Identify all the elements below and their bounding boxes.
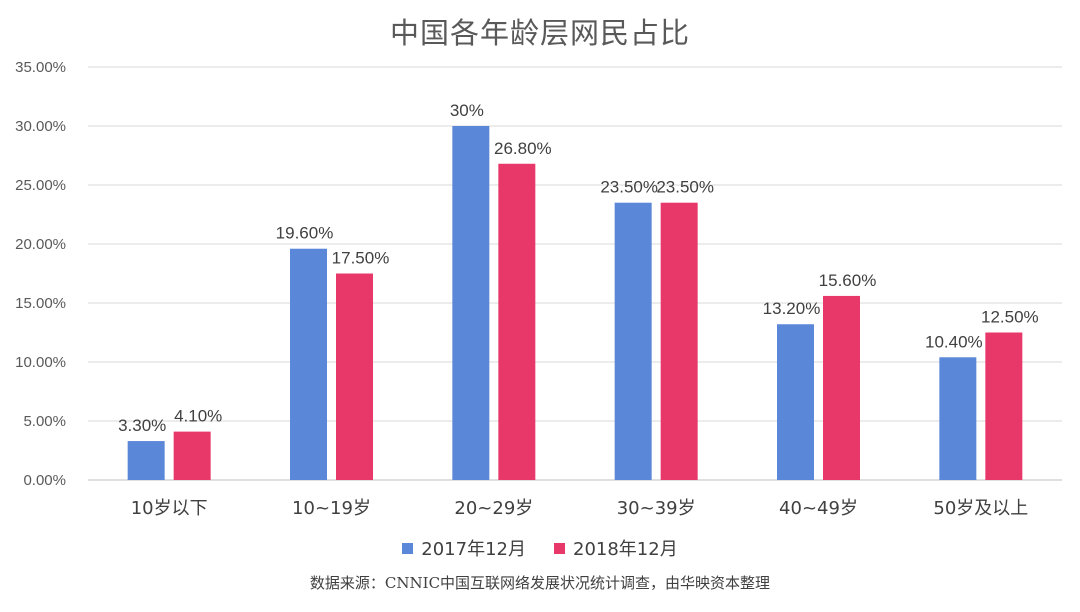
x-tick-label: 50岁及以上 xyxy=(933,498,1028,519)
bar xyxy=(777,324,814,480)
chart-title: 中国各年龄层网民占比 xyxy=(389,16,690,50)
data-label: 15.60% xyxy=(819,271,877,290)
y-tick-label: 5.00% xyxy=(23,413,66,430)
x-tick-label: 30~39岁 xyxy=(617,498,696,519)
data-label: 19.60% xyxy=(276,224,334,243)
data-label: 12.50% xyxy=(981,308,1039,327)
legend-item-2018: 2018年12月 xyxy=(554,535,678,561)
legend-label-2018: 2018年12月 xyxy=(573,539,678,560)
data-label: 30% xyxy=(450,101,484,120)
data-label: 13.20% xyxy=(763,299,821,318)
bar xyxy=(452,126,490,480)
legend: 2017年12月 2018年12月 xyxy=(0,535,1080,561)
y-tick-label: 35.00% xyxy=(15,59,66,76)
y-tick-label: 15.00% xyxy=(15,295,66,312)
legend-label-2017: 2017年12月 xyxy=(421,539,526,560)
bar xyxy=(127,441,165,480)
data-label: 10.40% xyxy=(925,332,983,351)
data-label: 17.50% xyxy=(332,249,390,268)
source-note: 数据来源：CNNIC中国互联网络发展状况统计调查，由华映资本整理 xyxy=(309,574,771,592)
bar xyxy=(290,248,327,480)
bar xyxy=(660,202,698,480)
y-tick-label: 10.00% xyxy=(15,354,66,371)
x-tick-label: 10~19岁 xyxy=(292,498,371,519)
x-tick-label: 20~29岁 xyxy=(454,498,533,519)
x-tick-label: 10岁以下 xyxy=(131,498,208,519)
legend-swatch-2018 xyxy=(554,542,565,554)
data-label: 23.50% xyxy=(600,178,658,197)
legend-item-2017: 2017年12月 xyxy=(402,535,526,561)
bar xyxy=(614,202,652,480)
bar xyxy=(823,295,860,480)
bar xyxy=(173,431,211,480)
x-tick-label: 40~49岁 xyxy=(779,498,858,519)
y-tick-label: 25.00% xyxy=(15,177,66,194)
y-tick-label: 0.00% xyxy=(23,472,66,489)
bar xyxy=(939,357,977,480)
data-label: 23.50% xyxy=(656,178,714,197)
bar xyxy=(985,332,1023,480)
y-tick-label: 20.00% xyxy=(15,236,66,253)
data-label: 4.10% xyxy=(174,407,222,426)
data-label: 26.80% xyxy=(494,139,552,158)
bar xyxy=(498,163,536,480)
y-tick-label: 30.00% xyxy=(15,118,66,135)
data-label: 3.30% xyxy=(118,416,166,435)
legend-swatch-2017 xyxy=(402,542,414,554)
bar xyxy=(336,273,373,480)
